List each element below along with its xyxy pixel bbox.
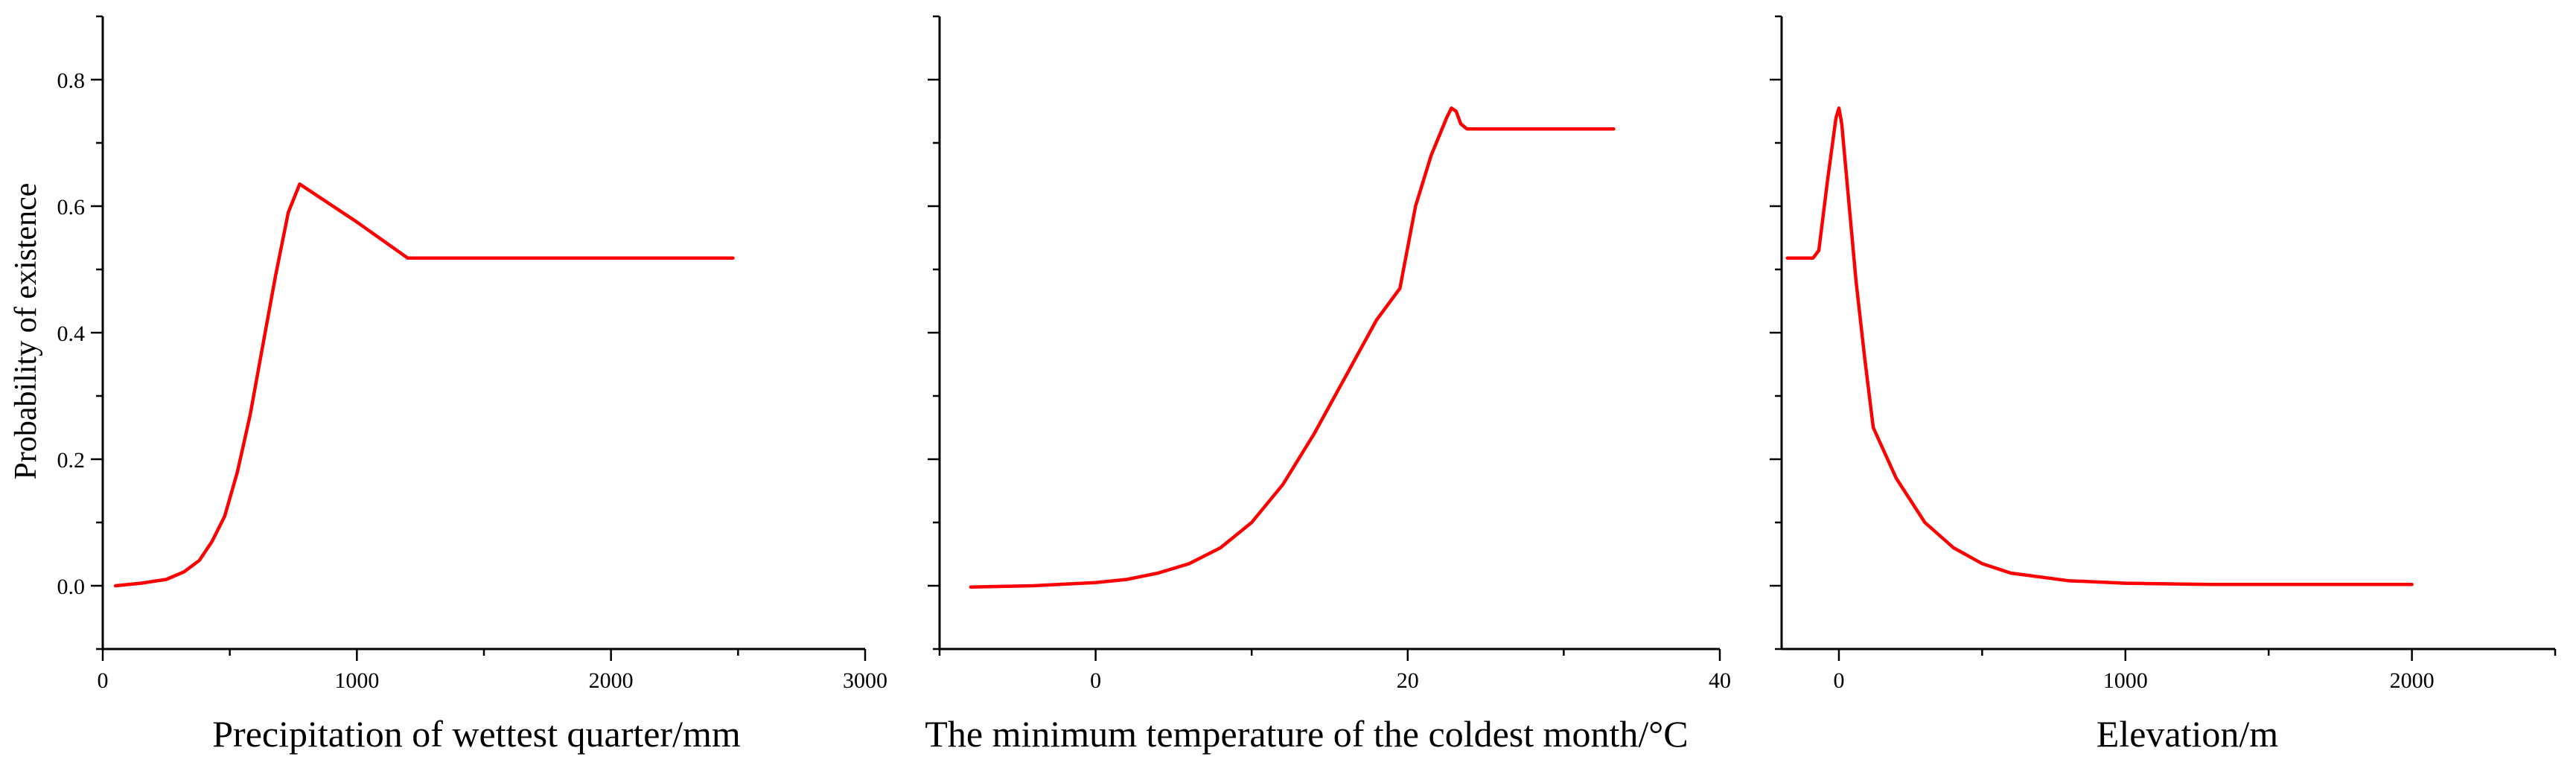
panel-precipitation: Precipitation of wettest quarter/mm Prob… — [9, 15, 887, 755]
x-tick-label-precipitation: 3000 — [843, 668, 887, 693]
y-tick-label-precipitation: 0.6 — [57, 195, 86, 220]
panel-elevation: Elevation/m 0 1000 2000 — [1770, 15, 2557, 755]
y-tick-label-precipitation: 0.8 — [57, 68, 86, 93]
x-tick-label-precipitation: 2000 — [589, 668, 634, 693]
x-axis-title-precipitation: Precipitation of wettest quarter/mm — [212, 713, 741, 755]
x-tick-label-elevation: 2000 — [2390, 668, 2435, 693]
x-tick-label-min-temperature: 0 — [1090, 668, 1101, 693]
x-axis-title-elevation: Elevation/m — [2097, 713, 2278, 755]
y-tick-label-precipitation: 0.4 — [57, 322, 86, 346]
response-curve-precipitation — [113, 182, 735, 588]
x-tick-label-min-temperature: 20 — [1397, 668, 1419, 693]
panel-min-temperature: The minimum temperature of the coldest m… — [925, 15, 1731, 755]
response-curve-min-temperature — [969, 106, 1616, 589]
x-tick-label-elevation: 1000 — [2103, 668, 2148, 693]
response-curve-elevation — [1785, 106, 2414, 586]
x-tick-label-precipitation: 0 — [98, 668, 109, 693]
x-tick-label-precipitation: 1000 — [334, 668, 379, 693]
x-axis-title-min-temperature: The minimum temperature of the coldest m… — [925, 713, 1688, 755]
y-axis-title: Probability of existence — [9, 183, 43, 480]
y-tick-label-precipitation: 0.2 — [57, 448, 86, 473]
y-tick-label-precipitation: 0.0 — [57, 575, 86, 599]
x-tick-label-elevation: 0 — [1833, 668, 1844, 693]
x-tick-label-min-temperature: 40 — [1709, 668, 1731, 693]
